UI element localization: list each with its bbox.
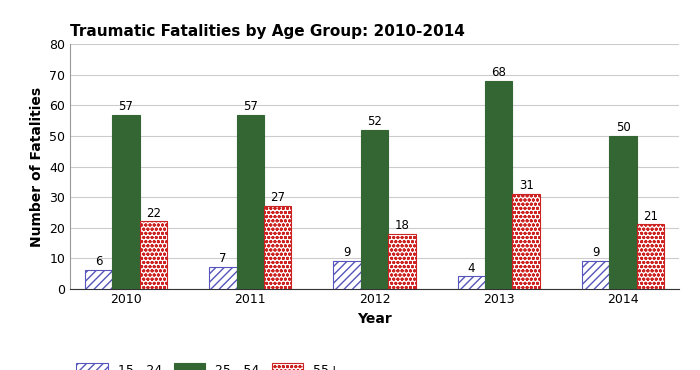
Bar (209, 267, 237, 289)
Legend: 15 - 24, 25 - 54, 55+: 15 - 24, 25 - 54, 55+ (76, 363, 340, 370)
Text: 31: 31 (519, 179, 533, 192)
Text: 18: 18 (394, 219, 410, 232)
Text: 21: 21 (643, 210, 658, 223)
Bar (485, 81, 512, 289)
Bar (610, 136, 637, 289)
Text: 22: 22 (146, 206, 161, 220)
Bar (237, 115, 264, 289)
Text: 68: 68 (491, 66, 506, 79)
Text: 4: 4 (468, 262, 475, 275)
Text: 9: 9 (344, 246, 351, 259)
Text: 57: 57 (118, 100, 134, 113)
Bar (112, 115, 139, 289)
Y-axis label: Number of Fatalities: Number of Fatalities (29, 87, 43, 246)
Text: 52: 52 (367, 115, 382, 128)
Bar (85, 270, 112, 289)
Bar (458, 276, 485, 289)
Bar (264, 206, 291, 289)
Bar (389, 234, 416, 289)
Bar (512, 194, 540, 289)
X-axis label: Year: Year (357, 312, 392, 326)
Text: 7: 7 (219, 252, 227, 265)
Bar (582, 261, 610, 289)
Text: 57: 57 (243, 100, 258, 113)
Bar (360, 130, 388, 289)
Text: 9: 9 (592, 246, 599, 259)
Bar (333, 261, 360, 289)
Bar (637, 225, 664, 289)
Text: Traumatic Fatalities by Age Group: 2010-2014: Traumatic Fatalities by Age Group: 2010-… (70, 24, 465, 39)
Text: 6: 6 (94, 255, 102, 269)
Bar (139, 221, 167, 289)
Text: 27: 27 (270, 191, 285, 204)
Text: 50: 50 (616, 121, 631, 134)
